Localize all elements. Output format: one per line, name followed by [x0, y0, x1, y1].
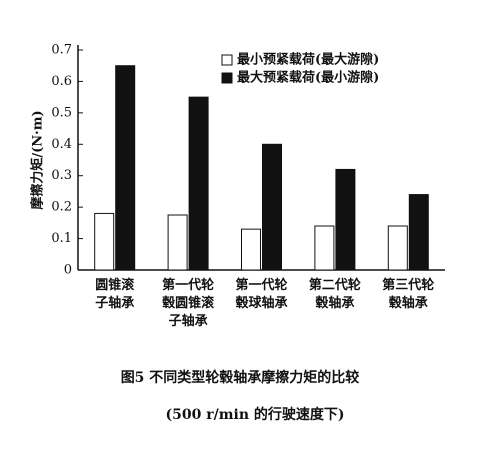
y-axis-label: 摩擦力矩/(N·m) [30, 110, 46, 209]
bar [241, 228, 261, 271]
y-tick-label: 0.3 [51, 168, 72, 183]
x-tick-label: 第三代轮毂轴承 [382, 277, 434, 311]
subcaption: (500 r/min 的行驶速度下) [165, 406, 344, 423]
bar [335, 168, 356, 271]
bar [94, 212, 115, 271]
y-tick-label: 0.7 [51, 43, 72, 58]
y-tick-label: 0.2 [51, 200, 72, 215]
caption: 图5 不同类型轮毂轴承摩擦力矩的比较 [121, 369, 360, 386]
y-tick-label: 0.1 [51, 231, 72, 246]
y-tick-label: 0.6 [51, 74, 72, 89]
x-tick-label: 第二代轮毂轴承 [309, 277, 361, 311]
bar [188, 96, 209, 271]
y-tick-label: 0.4 [51, 137, 72, 152]
legend-label: 最小预紧载荷(最大游隙) [237, 52, 379, 68]
bar [262, 143, 282, 271]
legend-label: 最大预紧载荷(最小游隙) [237, 70, 379, 86]
x-tick-label: 第一代轮毂球轴承 [235, 277, 287, 311]
bar [115, 65, 136, 271]
x-tick-label: 圆锥滚子轴承 [95, 277, 135, 311]
x-tick-label: 第一代轮毂圆锥滚子轴承 [162, 277, 215, 329]
y-tick-label: 0.5 [51, 105, 72, 120]
bar [314, 225, 335, 271]
legend-swatch [221, 72, 233, 84]
legend-swatch [221, 54, 233, 66]
bar [387, 225, 408, 271]
y-tick-label: 0 [64, 263, 72, 278]
bar [167, 214, 188, 271]
bar [408, 194, 429, 271]
